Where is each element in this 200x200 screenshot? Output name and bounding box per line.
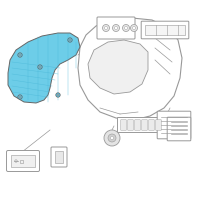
Bar <box>55 151 63 163</box>
Polygon shape <box>88 40 148 94</box>
FancyBboxPatch shape <box>157 111 191 139</box>
Circle shape <box>18 53 22 57</box>
Circle shape <box>18 95 22 99</box>
FancyBboxPatch shape <box>149 120 154 130</box>
Circle shape <box>104 26 108 29</box>
FancyBboxPatch shape <box>167 117 191 141</box>
Circle shape <box>110 136 114 140</box>
Circle shape <box>19 96 21 98</box>
FancyBboxPatch shape <box>128 120 133 130</box>
FancyBboxPatch shape <box>51 147 67 167</box>
FancyBboxPatch shape <box>97 17 135 39</box>
Circle shape <box>132 26 136 29</box>
FancyBboxPatch shape <box>141 21 189 39</box>
Circle shape <box>19 54 21 56</box>
Polygon shape <box>78 18 182 120</box>
Circle shape <box>57 94 59 96</box>
FancyBboxPatch shape <box>118 117 164 132</box>
Bar <box>20 160 23 162</box>
Circle shape <box>130 24 138 31</box>
FancyBboxPatch shape <box>135 120 140 130</box>
FancyBboxPatch shape <box>142 120 147 130</box>
FancyBboxPatch shape <box>156 120 161 130</box>
Circle shape <box>122 24 130 31</box>
Circle shape <box>68 38 72 42</box>
FancyBboxPatch shape <box>121 120 126 130</box>
Circle shape <box>38 65 42 69</box>
Bar <box>145 25 185 35</box>
Circle shape <box>112 24 120 31</box>
Circle shape <box>102 24 110 31</box>
Circle shape <box>114 26 118 29</box>
Circle shape <box>104 130 120 146</box>
Bar <box>11 155 35 167</box>
Circle shape <box>124 26 128 29</box>
Circle shape <box>108 134 116 142</box>
FancyBboxPatch shape <box>6 150 40 171</box>
Polygon shape <box>8 33 80 103</box>
Circle shape <box>69 39 71 41</box>
Circle shape <box>39 66 41 68</box>
Circle shape <box>56 93 60 97</box>
